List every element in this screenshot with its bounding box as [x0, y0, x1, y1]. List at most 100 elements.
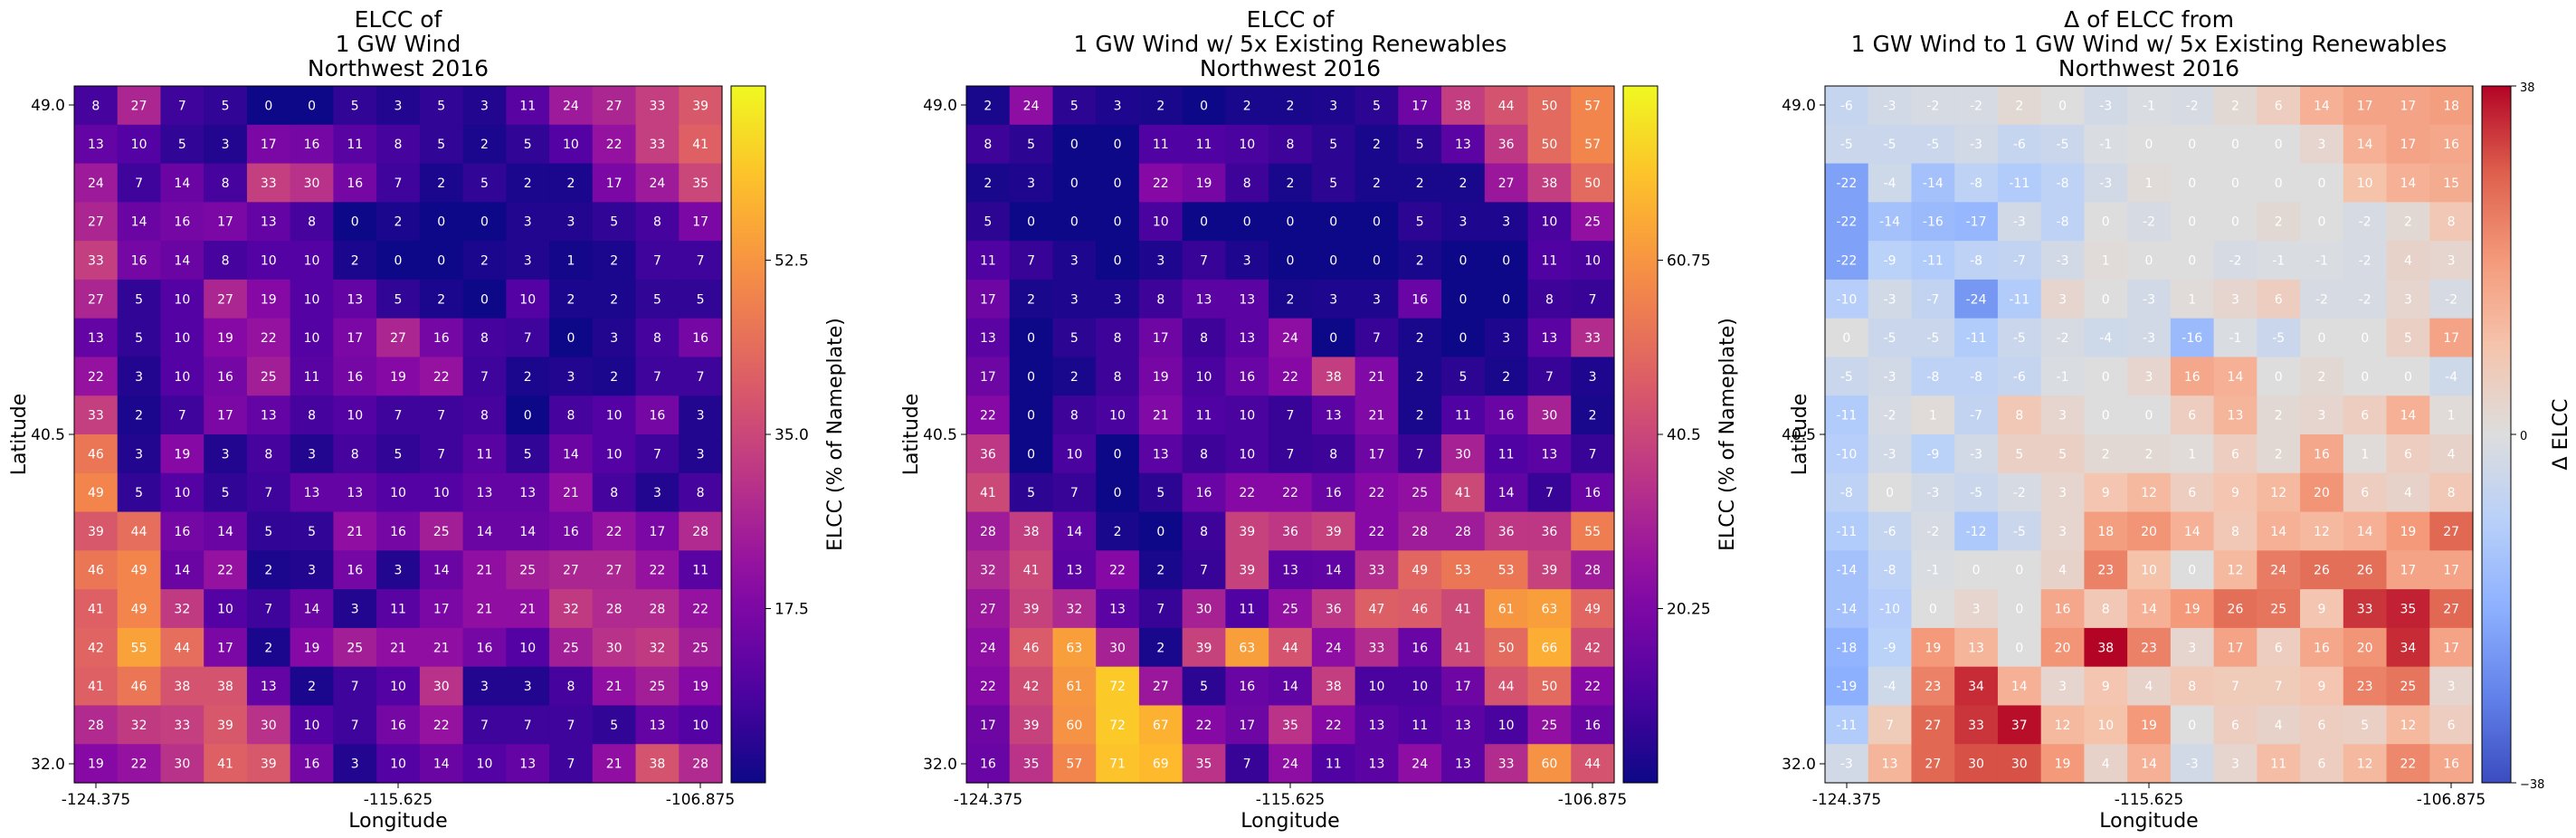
heatmap-cell — [1825, 705, 1869, 745]
cell-value-label: 0 — [437, 215, 445, 230]
cell-value-label: 11 — [304, 370, 320, 385]
heatmap-cell — [117, 241, 162, 281]
heatmap-cell — [549, 550, 594, 590]
cell-value-label: 63 — [1541, 603, 1557, 617]
cell-value-label: 33 — [2357, 603, 2373, 617]
cell-value-label: 18 — [2097, 525, 2114, 539]
heatmap-cell — [2084, 744, 2128, 784]
heatmap-cell — [2429, 241, 2474, 281]
cell-value-label: 13 — [1282, 564, 1298, 578]
heatmap-cell — [2343, 357, 2388, 396]
cell-value-label: 0 — [2145, 138, 2153, 152]
heatmap-cell — [246, 241, 291, 281]
heatmap-cell — [160, 589, 204, 629]
heatmap-cell — [592, 550, 637, 590]
heatmap-cell — [1997, 357, 2042, 396]
cell-value-label: 5 — [480, 176, 489, 191]
heatmap-cell — [1138, 279, 1183, 319]
cell-value-label: 2 — [524, 370, 532, 385]
panel-title-line-1: ELCC of — [355, 6, 443, 33]
heatmap-cell — [2429, 86, 2474, 126]
heatmap-cell — [966, 627, 1011, 668]
cell-value-label: 27 — [2443, 603, 2459, 617]
cell-value-label: 5 — [1373, 99, 1381, 113]
cell-value-label: 60 — [1066, 719, 1082, 733]
cell-value-label: 5 — [1070, 99, 1079, 113]
heatmap-cell — [290, 124, 334, 165]
cell-value-label: 10 — [519, 641, 536, 655]
heatmap-cell — [592, 86, 637, 126]
cell-value-label: 25 — [2400, 680, 2416, 694]
heatmap-cell — [1096, 124, 1140, 165]
heatmap-cell — [1825, 550, 1869, 590]
heatmap-cell — [1182, 86, 1226, 126]
cell-value-label: 30 — [174, 757, 190, 772]
heatmap-cell — [2127, 550, 2172, 590]
heatmap-cell — [1052, 279, 1097, 319]
cell-value-label: 24 — [1412, 757, 1428, 772]
heatmap-cell — [1355, 472, 1399, 513]
cell-value-label: 14 — [433, 564, 450, 578]
heatmap-cell — [2429, 395, 2474, 435]
cell-value-label: -2 — [2013, 486, 2026, 500]
x-ticks: -124.375 -115.625 -106.875 — [954, 783, 1627, 809]
cell-value-label: 30 — [1455, 447, 1471, 462]
heatmap-cell — [506, 472, 550, 513]
cell-value-label: 5 — [264, 525, 272, 539]
heatmap-cell — [1052, 241, 1097, 281]
cell-value-label: 3 — [2058, 680, 2067, 694]
heatmap-cell — [966, 705, 1011, 745]
cell-value-label: 11 — [2270, 757, 2286, 772]
colorbar-tick-label: 17.5 — [775, 601, 809, 619]
cell-value-label: 14 — [174, 254, 190, 269]
cell-value-label: -9 — [1884, 254, 1896, 269]
heatmap-cell — [74, 511, 119, 551]
cell-value-label: 24 — [1282, 331, 1298, 346]
x-tick-label: -106.875 — [1558, 791, 1627, 809]
cell-value-label: -17 — [1966, 215, 1987, 230]
heatmap-cell — [117, 627, 162, 668]
cell-value-label: 14 — [2228, 370, 2244, 385]
cell-value-label: 22 — [88, 370, 104, 385]
heatmap-cell — [679, 202, 723, 242]
cell-value-label: 0 — [2361, 331, 2369, 346]
heatmap-cell — [2300, 550, 2344, 590]
cell-value-label: -2 — [2359, 254, 2372, 269]
cell-value-label: 16 — [2184, 370, 2201, 385]
heatmap-cell — [1096, 86, 1140, 126]
cell-value-label: 5 — [351, 99, 359, 113]
heatmap-cell — [2040, 395, 2085, 435]
heatmap-cells: 2 24 5 3 2 0 2 2 3 5 17 38 44 50 578 5 0 0 11 11 10 8 5 2 5 13 36 5… — [966, 86, 1615, 784]
heatmap-cell — [160, 202, 204, 242]
cell-value-label: 0 — [1329, 215, 1337, 230]
heatmap-cell — [1441, 357, 1486, 396]
cell-value-label: 2 — [2275, 215, 2283, 230]
heatmap-cell — [1138, 472, 1183, 513]
cell-value-label: 8 — [2448, 486, 2456, 500]
cell-value-label: 33 — [1369, 564, 1385, 578]
heatmap-cell — [2040, 357, 2085, 396]
cell-value-label: 3 — [1070, 254, 1079, 269]
heatmap-cell — [1398, 589, 1442, 629]
cell-value-label: 14 — [2270, 525, 2286, 539]
heatmap-cell — [506, 241, 550, 281]
heatmap-cell — [1911, 472, 1955, 513]
heatmap-cell — [2343, 241, 2388, 281]
cell-value-label: 22 — [1326, 719, 1342, 733]
cell-value-label: 7 — [1589, 447, 1597, 462]
cell-value-label: 0 — [2231, 215, 2239, 230]
cell-value-label: -22 — [1836, 215, 1857, 230]
cell-value-label: 8 — [1156, 292, 1164, 307]
heatmap-cell — [117, 589, 162, 629]
cell-value-label: 14 — [174, 564, 190, 578]
heatmap-cell — [419, 124, 464, 165]
heatmap-cell — [2300, 705, 2344, 745]
heatmap-cell — [1311, 318, 1356, 358]
cell-value-label: 11 — [1498, 447, 1515, 462]
cell-value-label: 16 — [131, 254, 147, 269]
cell-value-label: 7 — [351, 680, 359, 694]
heatmap-cell — [2386, 357, 2430, 396]
heatmap-cell — [1571, 434, 1615, 474]
heatmap-cell — [2343, 666, 2388, 707]
